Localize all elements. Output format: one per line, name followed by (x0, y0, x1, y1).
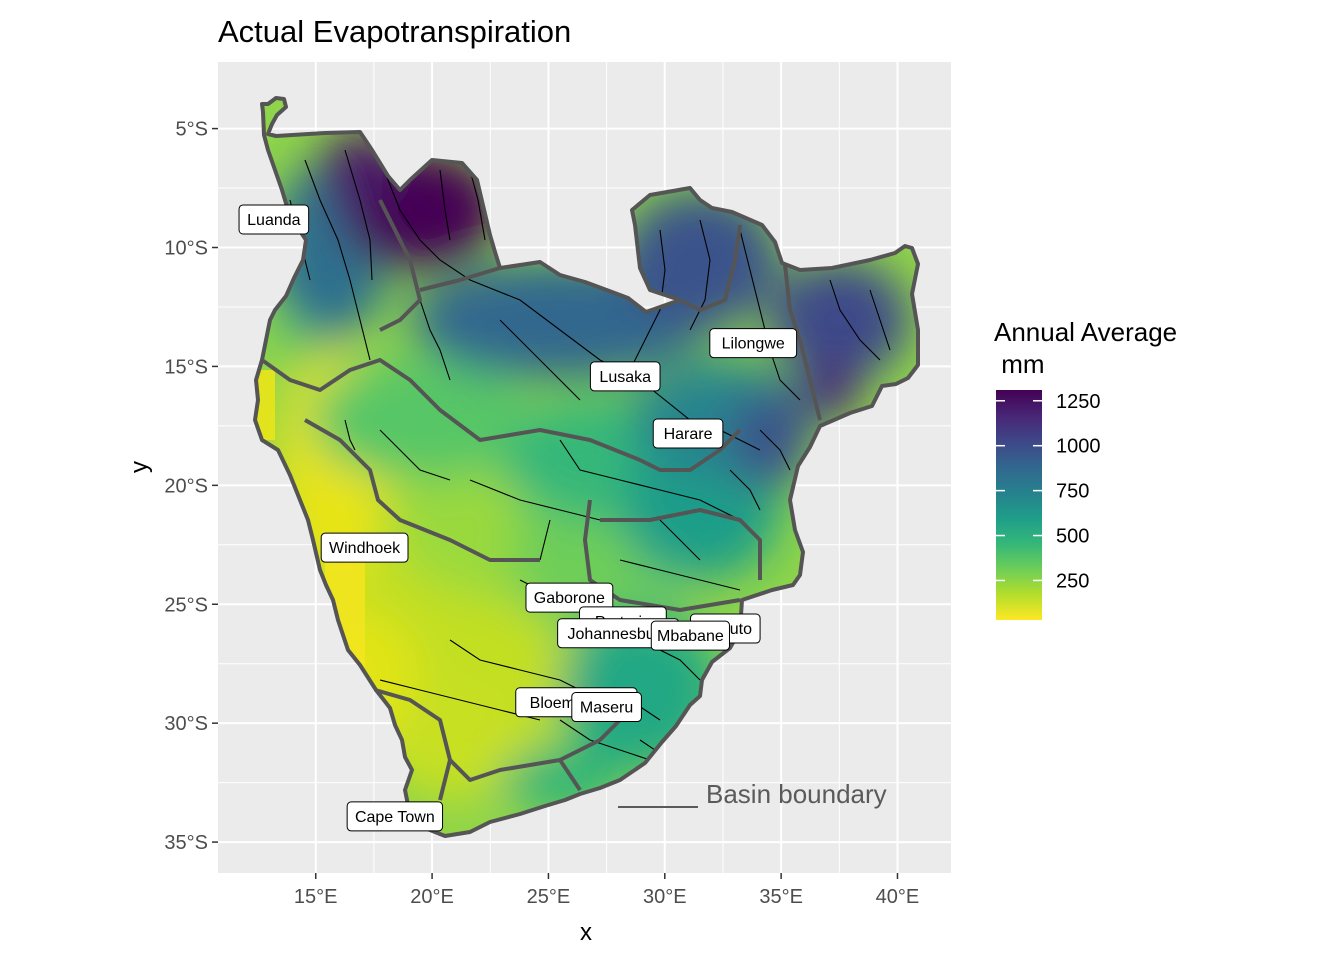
city-labels: Luanda Lilongwe Lusaka Harare Windhoek Gaboro… (238, 204, 798, 832)
y-tick-label: 25°S (164, 594, 208, 616)
city-name: Johannesburg (568, 626, 669, 643)
city-box (320, 532, 409, 563)
axes: 15°E 20°E 25°E 30°E 35°E 40°E 5°S 10°S 15°S 20°S 2… (164, 119, 919, 908)
legend-tick-label: 1250 (1056, 391, 1101, 413)
city-box (238, 204, 310, 235)
city-name: Maseru (580, 700, 633, 717)
city-label: Lusaka (589, 361, 661, 392)
legend-tick-label: 750 (1056, 481, 1089, 503)
city-name: Mbabane (657, 628, 724, 645)
basin-boundary-label: Basin boundary (706, 779, 887, 809)
city-box (652, 418, 724, 449)
city-box (650, 620, 730, 651)
x-tick-label: 20°E (410, 886, 454, 908)
city-box (571, 692, 642, 723)
legend-tick-label: 250 (1056, 570, 1089, 592)
city-box (346, 801, 444, 832)
y-tick-label: 5°S (176, 119, 208, 141)
city-box (525, 582, 614, 613)
legend-ticks: 1250 1000 750 500 250 (996, 391, 1101, 592)
city-name: Gaborone (534, 590, 605, 607)
city-label: Gaborone (525, 582, 614, 613)
x-tick-label: 40°E (876, 886, 920, 908)
city-label: Johannesburg (557, 618, 680, 649)
x-tick-label: 25°E (527, 886, 571, 908)
y-tick-label: 35°S (164, 832, 208, 854)
city-label: Cape Town (346, 801, 444, 832)
city-name: Windhoek (329, 540, 401, 557)
legend-colorbar (996, 390, 1042, 620)
city-label: Maseru (571, 692, 642, 723)
y-axis-title: y (126, 461, 153, 473)
city-box (709, 328, 798, 359)
city-label: Lilongwe (709, 328, 798, 359)
legend-title-line1: Annual Average (994, 317, 1177, 347)
map-title: Actual Evapotranspiration (218, 14, 571, 49)
y-tick-label: 15°S (164, 356, 208, 378)
x-axis-title: x (580, 919, 592, 946)
city-name: Lusaka (599, 369, 651, 386)
y-tick-label: 30°S (164, 713, 208, 735)
x-tick-label: 35°E (759, 886, 803, 908)
y-tick-label: 10°S (164, 238, 208, 260)
city-name: Luanda (247, 212, 300, 229)
legend-tick-label: 500 (1056, 526, 1089, 548)
basin-boundary-annotation: Basin boundary (618, 779, 887, 809)
city-name: Lilongwe (722, 336, 785, 353)
x-tick-label: 15°E (294, 886, 338, 908)
city-name: Harare (664, 426, 713, 443)
x-tick-label: 30°E (643, 886, 687, 908)
city-label: Harare (652, 418, 724, 449)
city-label: Mbabane (650, 620, 730, 651)
y-tick-label: 20°S (164, 475, 208, 497)
city-label: Windhoek (320, 532, 409, 563)
city-name: Cape Town (355, 809, 435, 826)
legend: Annual Average mm 1250 1000 750 500 250 (994, 317, 1177, 620)
rivers (289, 149, 891, 761)
legend-tick-label: 1000 (1056, 436, 1101, 458)
city-box (589, 361, 661, 392)
legend-title-line2: mm (994, 349, 1045, 379)
city-label: Luanda (238, 204, 310, 235)
